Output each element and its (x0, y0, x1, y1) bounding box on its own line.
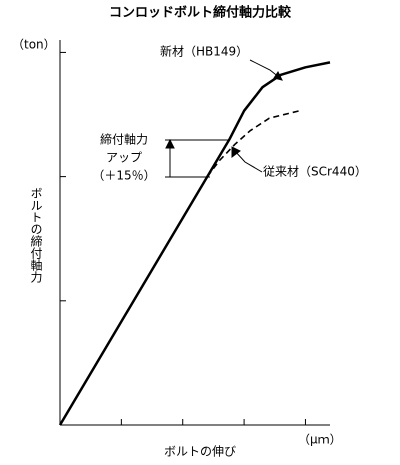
annotation: 締付軸力 (100, 132, 148, 147)
annotation: （＋15％） (92, 169, 155, 183)
legend-label: 新材（HB149） (160, 44, 248, 59)
x-unit: （μｍ） (298, 433, 342, 447)
series-line (58, 61, 331, 426)
annotation: アップ (106, 151, 142, 165)
y-axis-label: ボルトの締付軸力 (29, 187, 43, 284)
annotation-arrows (165, 59, 283, 178)
chart-title: コンロッドボルト締付軸力比較 (109, 5, 292, 21)
legend-label: 従来材（SCr440） (263, 165, 367, 179)
y-unit: （ton） (12, 38, 56, 52)
series-line (206, 110, 300, 178)
x-axis-label: ボルトの伸び (164, 445, 236, 459)
